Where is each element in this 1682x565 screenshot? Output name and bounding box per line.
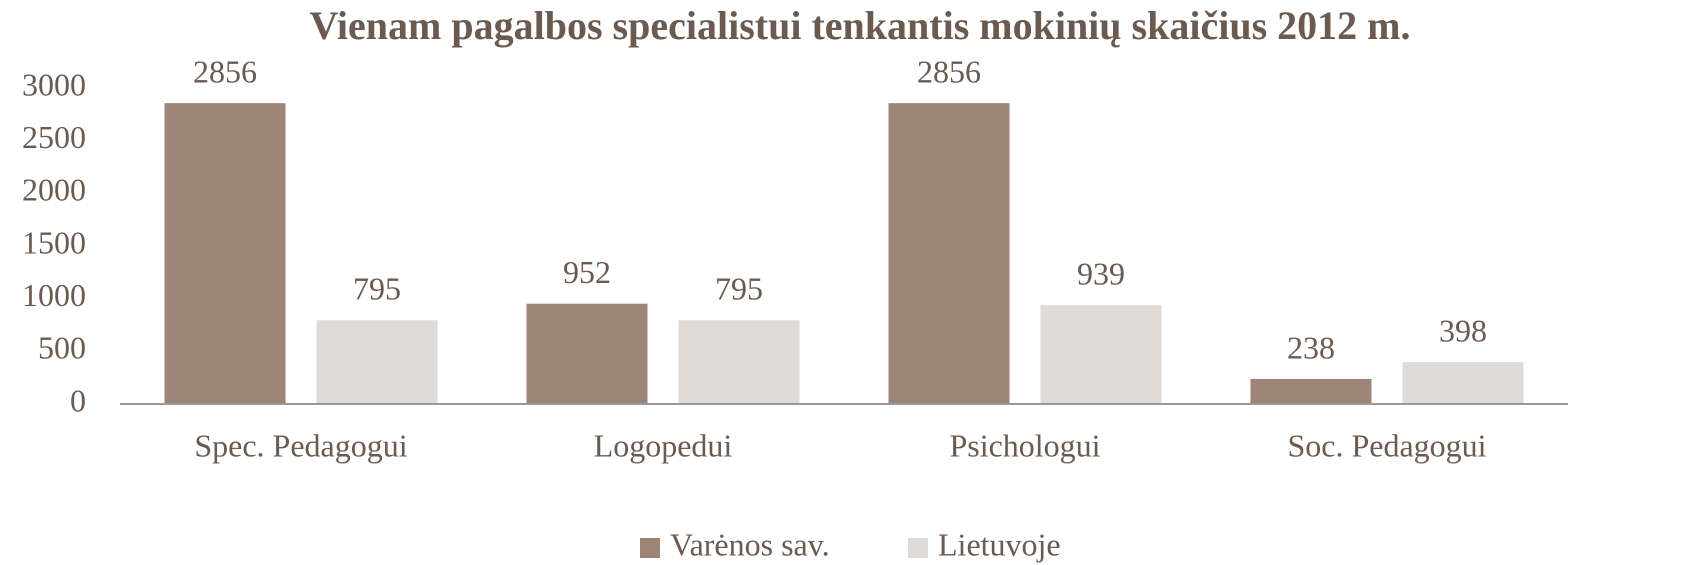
- data-label: 952: [563, 254, 611, 290]
- data-label: 2856: [917, 54, 981, 90]
- bar: [526, 303, 648, 404]
- bar: [164, 103, 286, 404]
- bar: [316, 320, 438, 404]
- legend-swatch: [640, 538, 660, 558]
- y-tick-label: 0: [70, 382, 86, 418]
- bar: [1402, 362, 1524, 404]
- x-tick-label: Psichologui: [949, 427, 1100, 463]
- bar: [1040, 305, 1162, 404]
- y-tick-label: 500: [38, 330, 86, 366]
- data-label: 2856: [193, 54, 257, 90]
- x-tick-label: Spec. Pedagogui: [194, 427, 407, 463]
- x-tick-label: Logopedui: [594, 427, 733, 463]
- y-tick-label: 1000: [22, 277, 86, 313]
- y-tick-label: 1500: [22, 224, 86, 260]
- data-label: 238: [1287, 329, 1335, 365]
- legend-label: Varėnos sav.: [670, 526, 830, 562]
- y-tick-label: 3000: [22, 66, 86, 102]
- chart-title: Vienam pagalbos specialistui tenkantis m…: [310, 3, 1411, 48]
- data-label: 939: [1077, 255, 1125, 291]
- data-label: 398: [1439, 312, 1487, 348]
- y-tick-label: 2000: [22, 172, 86, 208]
- legend-swatch: [908, 538, 928, 558]
- legend-label: Lietuvoje: [938, 526, 1061, 562]
- bar: [678, 320, 800, 404]
- bar: [888, 103, 1010, 404]
- bar: [1250, 378, 1372, 404]
- x-tick-label: Soc. Pedagogui: [1287, 427, 1486, 463]
- data-label: 795: [715, 271, 763, 307]
- y-tick-label: 2500: [22, 119, 86, 155]
- data-label: 795: [353, 271, 401, 307]
